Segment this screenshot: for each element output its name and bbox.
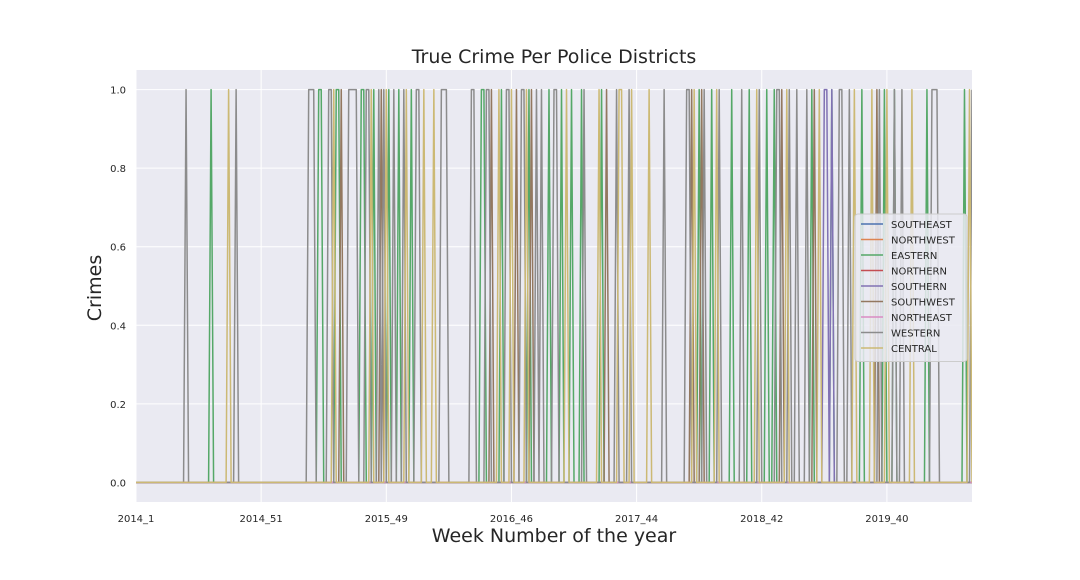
x-axis-ticks: 2014_1 2014_51 2015_49 2016_46 2017_44 2018_4… bbox=[118, 514, 909, 525]
y-tick-label: 0.4 bbox=[110, 321, 126, 332]
series-lines bbox=[136, 88, 972, 484]
y-tick-label: 0.8 bbox=[110, 164, 126, 175]
chart-title: True Crime Per Police Districts bbox=[411, 46, 697, 68]
legend-label: SOUTHERN bbox=[891, 282, 947, 293]
x-axis-label: Week Number of the year bbox=[432, 525, 677, 547]
legend-label: NORTHEAST bbox=[891, 313, 953, 324]
legend-label: EASTERN bbox=[891, 251, 937, 262]
y-tick-label: 1.0 bbox=[110, 86, 126, 97]
x-tick-label: 2014_51 bbox=[240, 514, 283, 525]
legend-box bbox=[854, 213, 968, 362]
legend-label: SOUTHWEST bbox=[891, 298, 956, 309]
y-axis-label: Crimes bbox=[84, 255, 106, 321]
legend-label: NORTHERN bbox=[891, 267, 947, 278]
x-tick-label: 2015_49 bbox=[365, 514, 408, 525]
legend-label: NORTHWEST bbox=[891, 236, 956, 247]
legend-label: CENTRAL bbox=[891, 344, 937, 355]
x-tick-label: 2014_1 bbox=[118, 514, 155, 525]
x-tick-label: 2016_46 bbox=[490, 514, 533, 525]
y-tick-label: 0.0 bbox=[110, 478, 126, 489]
legend-label: WESTERN bbox=[891, 329, 940, 340]
x-tick-label: 2017_44 bbox=[615, 514, 658, 525]
y-axis-ticks: 0.0 0.2 0.4 0.6 0.8 1.0 bbox=[110, 86, 126, 490]
legend: SOUTHEAST NORTHWEST EASTERN NORTHERN SOUTHER… bbox=[854, 213, 968, 362]
x-tick-label: 2018_42 bbox=[740, 514, 783, 525]
x-tick-label: 2019_40 bbox=[865, 514, 908, 525]
legend-label: SOUTHEAST bbox=[891, 220, 953, 231]
y-tick-label: 0.2 bbox=[110, 400, 126, 411]
series-line-central bbox=[136, 88, 972, 484]
y-tick-label: 0.6 bbox=[110, 243, 126, 254]
